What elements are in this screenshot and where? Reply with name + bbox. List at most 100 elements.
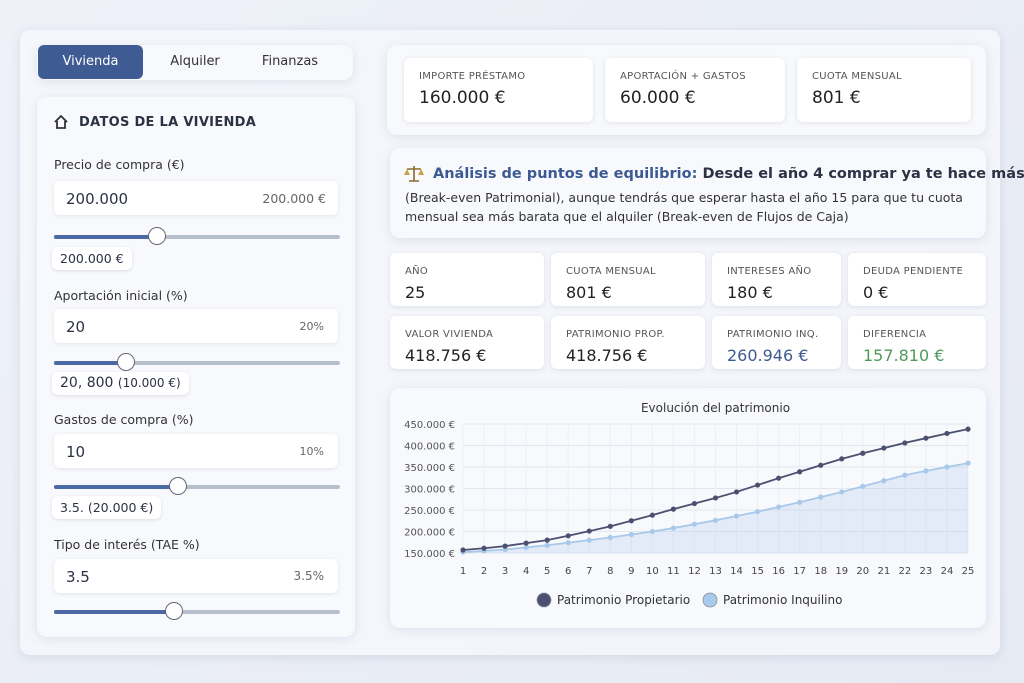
point	[965, 426, 971, 432]
point	[776, 475, 782, 481]
point	[944, 430, 950, 437]
x-tick-label: 10	[646, 566, 659, 577]
slider[interactable]	[54, 353, 340, 371]
field-label: Aportación inicial (%)	[54, 288, 188, 303]
stat-card: PATRIMONIO INQ. 260.946 €	[712, 316, 841, 369]
scale-icon	[404, 166, 424, 182]
area	[463, 463, 968, 553]
input[interactable]: 3.5 3.5%	[54, 559, 338, 593]
point	[607, 523, 613, 529]
badge-note: (20.000 €)	[87, 500, 154, 515]
point	[839, 456, 845, 462]
y-tick-label: 300.000 €	[404, 485, 455, 496]
slider[interactable]	[54, 227, 340, 245]
field-label: Tipo de interés (TAE %)	[54, 537, 200, 552]
badge-note: (10.000 €)	[117, 376, 181, 390]
stat-card: DIFERENCIA 157.810 €	[848, 316, 986, 369]
x-tick-label: 1	[460, 566, 466, 577]
point	[754, 509, 761, 515]
legend-swatch	[536, 592, 552, 608]
point	[523, 544, 529, 551]
stat-card: PATRIMONIO PROP. 418.756 €	[551, 316, 705, 369]
tab[interactable]: Vivienda	[38, 45, 143, 79]
input[interactable]: 10 10%	[54, 434, 338, 468]
summary-label: IMPORTE PRÉSTAMO	[419, 71, 526, 82]
x-tick-label: 20	[856, 566, 869, 577]
summary-card: CUOTA MENSUAL 801 €	[797, 58, 971, 122]
point	[586, 537, 592, 543]
point	[860, 483, 866, 489]
form-panel	[37, 97, 355, 637]
x-tick-label: 6	[565, 566, 571, 577]
legend-label: Patrimonio Propietario	[557, 593, 690, 607]
chart-title: Evolución del patrimonio	[641, 401, 790, 415]
tab[interactable]: Finanzas	[261, 54, 319, 69]
tab[interactable]: Alquiler	[170, 54, 220, 69]
point	[670, 506, 677, 512]
stat-card: AÑO 25	[390, 253, 544, 306]
y-tick-label: 200.000 €	[404, 528, 455, 539]
x-tick-label: 12	[688, 566, 701, 577]
x-tick-label: 4	[523, 566, 529, 577]
stat-card: DEUDA PENDIENTE 0 €	[848, 253, 986, 306]
stat-value: 25	[405, 283, 426, 302]
point	[628, 518, 634, 524]
stat-value: 801 €	[566, 283, 612, 302]
point	[565, 540, 571, 546]
point	[797, 499, 803, 505]
point	[523, 540, 529, 546]
point	[776, 504, 782, 510]
value-badge: 200.000 €	[52, 247, 132, 270]
point	[544, 537, 550, 543]
slider[interactable]	[54, 602, 340, 620]
x-tick-label: 19	[835, 566, 848, 577]
stat-label: PATRIMONIO PROP.	[566, 329, 665, 340]
point	[670, 525, 677, 531]
input-value: 3.5	[66, 568, 90, 586]
point	[649, 528, 655, 535]
x-tick-label: 24	[941, 566, 954, 577]
analysis-text: Desde el año 4 comprar ya te hace más ri…	[702, 166, 1024, 182]
point	[649, 512, 655, 518]
stat-card: INTERESES AÑO 180 €	[712, 253, 841, 306]
legend-swatch	[702, 592, 718, 608]
x-tick-label: 15	[751, 566, 764, 577]
point	[733, 489, 740, 495]
stat-label: DEUDA PENDIENTE	[863, 266, 964, 277]
chart-panel	[390, 388, 986, 628]
point	[481, 545, 487, 551]
badge-text: 3.5.	[60, 500, 84, 515]
point	[565, 533, 571, 539]
point	[502, 543, 508, 549]
point	[712, 517, 719, 523]
input[interactable]: 20 20%	[54, 309, 338, 343]
stat-label: VALOR VIVIENDA	[405, 329, 494, 340]
x-tick-label: 22	[899, 566, 912, 577]
summary-value: 801 €	[812, 88, 861, 108]
point	[691, 500, 698, 507]
slider[interactable]	[54, 477, 340, 495]
stat-label: DIFERENCIA	[863, 329, 927, 340]
stat-value: 418.756 €	[566, 346, 648, 365]
summary-label: APORTACIÓN + GASTOS	[620, 71, 746, 82]
point	[544, 542, 550, 548]
input[interactable]: 200.000 200.000 €	[54, 181, 338, 215]
input-value: 200.000	[66, 190, 129, 208]
analysis-panel	[390, 148, 986, 238]
x-tick-label: 11	[667, 566, 680, 577]
point	[628, 531, 634, 538]
chart: Evolución del patrimonio 150.000 € 200.000…	[404, 401, 974, 608]
summary-label: CUOTA MENSUAL	[812, 71, 902, 82]
point	[733, 513, 740, 519]
badge-text: 200.000 €	[60, 251, 124, 266]
point	[860, 450, 866, 456]
x-tick-label: 5	[544, 566, 550, 577]
x-tick-label: 14	[730, 566, 743, 577]
y-tick-label: 250.000 €	[404, 506, 455, 517]
y-tick-label: 450.000 €	[404, 420, 455, 431]
value-badge: 3.5. (20.000 €)	[52, 496, 162, 519]
point	[818, 462, 824, 468]
summary-value: 160.000 €	[419, 88, 506, 108]
legend-label: Patrimonio Inquilino	[723, 593, 842, 607]
